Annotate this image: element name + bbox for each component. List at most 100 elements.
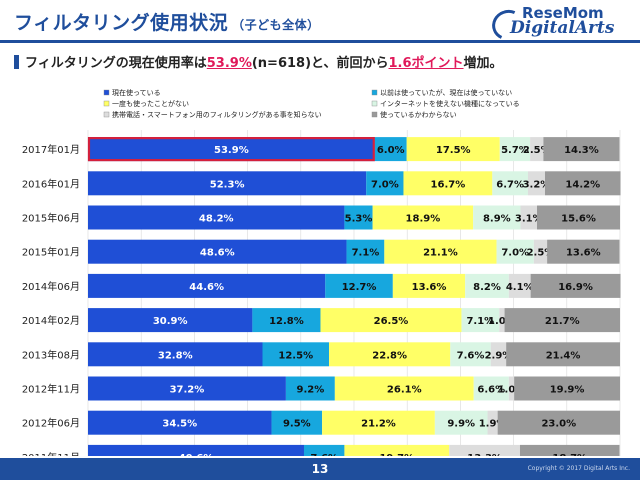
bar-segment-4-6 [547, 239, 620, 264]
bar-segment-6-3 [320, 308, 462, 333]
legend-label-3: 一度も使ったことがない [112, 99, 189, 108]
data-label-7-1: 32.8% [158, 350, 193, 361]
data-label-1-1: 53.9% [214, 145, 249, 156]
data-label-10-1: 40.6% [179, 453, 214, 456]
bar-segment-8-6 [514, 376, 620, 401]
bar-segment-1-1 [88, 137, 375, 162]
headline-highlight-rate: 53.9% [206, 56, 252, 71]
logo-bottom-text: DigitalArts [510, 18, 615, 38]
data-label-6-5: 1.0% [488, 316, 516, 327]
data-label-1-4: 5.7% [501, 145, 529, 156]
data-label-4-2: 7.1% [352, 248, 380, 259]
bar-segment-9-1 [88, 410, 272, 435]
data-label-1-5: 2.5% [523, 145, 551, 156]
data-label-9-4: 9.9% [447, 419, 475, 430]
bar-segment-1-5 [530, 137, 544, 162]
data-label-9-6: 23.0% [541, 419, 576, 430]
bar-segment-3-5 [520, 205, 538, 230]
data-label-1-6: 14.3% [564, 145, 599, 156]
headline-marker-icon [14, 55, 19, 69]
data-label-5-3: 13.6% [412, 282, 447, 293]
data-label-9-2: 9.5% [283, 419, 311, 430]
data-label-1-2: 6.0% [377, 145, 405, 156]
headline-highlight-change: 1.6ポイント [388, 56, 464, 71]
bar-segment-5-6 [530, 273, 621, 298]
legend-swatch-4 [371, 100, 378, 107]
bar-segment-6-5 [499, 308, 505, 333]
legend-swatch-2 [371, 89, 378, 96]
bar-segment-4-4 [496, 239, 534, 264]
bar-segment-2-5 [527, 171, 545, 196]
data-label-9-1: 34.5% [162, 419, 197, 430]
data-label-2-6: 14.2% [565, 179, 600, 190]
bar-segment-9-6 [497, 410, 620, 435]
bar-segment-7-6 [506, 342, 620, 367]
bar-segment-4-1 [88, 239, 347, 264]
bar-segment-3-4 [473, 205, 521, 230]
category-label-10: 2011年11月 [22, 451, 80, 456]
slide-title: フィルタリング使用状況 （子ども全体） [14, 12, 320, 34]
bar-segment-3-6 [537, 205, 620, 230]
legend-swatch-6 [371, 111, 378, 118]
legend-label-4: インターネットを使えない機種になっている [380, 99, 520, 108]
data-label-6-4: 7.1% [466, 316, 494, 327]
data-label-1-3: 17.5% [436, 145, 471, 156]
data-label-6-6: 21.7% [545, 316, 580, 327]
bar-segment-8-4 [473, 376, 509, 401]
copyright: Copyright © 2017 Digital Arts Inc. [527, 465, 630, 472]
bar-segment-7-4 [450, 342, 491, 367]
data-label-2-2: 7.0% [371, 179, 399, 190]
bar-segment-2-3 [403, 171, 493, 196]
bar-segment-4-3 [384, 239, 497, 264]
bar-segment-10-6 [519, 444, 620, 456]
bar-segment-4-2 [346, 239, 385, 264]
logo-top-text: ReseMom [522, 4, 604, 22]
bar-segment-2-4 [492, 171, 528, 196]
category-label-9: 2012年06月 [22, 417, 80, 430]
bar-segment-4-5 [533, 239, 548, 264]
bar-segment-3-1 [88, 205, 345, 230]
bar-segment-10-2 [303, 444, 345, 456]
bar-segment-1-3 [406, 137, 500, 162]
bar-segment-10-5 [449, 444, 520, 456]
data-label-8-6: 19.9% [550, 385, 585, 396]
bar-segment-3-3 [372, 205, 474, 230]
bar-segment-8-1 [88, 376, 286, 401]
data-label-3-1: 48.2% [199, 214, 234, 225]
headline: フィルタリングの現在使用率は53.9%(n=618)と、前回から1.6ポイント増… [14, 52, 503, 71]
header-divider [0, 40, 640, 43]
bar-segment-7-5 [490, 342, 507, 367]
bar-segment-9-3 [322, 410, 435, 435]
data-label-3-3: 18.9% [406, 214, 441, 225]
bar-segment-3-2 [344, 205, 373, 230]
category-label-6: 2014年02月 [22, 314, 80, 327]
data-label-2-4: 6.7% [496, 179, 524, 190]
bar-segment-5-4 [465, 273, 509, 298]
data-label-2-5: 3.2% [523, 179, 551, 190]
bar-segment-8-3 [334, 376, 474, 401]
bar-segment-5-5 [508, 273, 531, 298]
data-label-7-6: 21.4% [546, 350, 581, 361]
category-label-1: 2017年01月 [22, 143, 80, 156]
data-label-3-4: 8.9% [483, 214, 511, 225]
bar-segment-6-4 [461, 308, 500, 333]
data-label-8-2: 9.2% [297, 385, 325, 396]
bar-segment-1-2 [374, 137, 407, 162]
data-label-10-3: 19.7% [379, 453, 414, 456]
data-label-10-5: 13.3% [467, 453, 502, 456]
bar-segment-6-2 [252, 308, 321, 333]
category-label-7: 2013年08月 [22, 348, 80, 361]
data-label-2-1: 52.3% [210, 179, 245, 190]
bar-segment-8-5 [508, 376, 515, 401]
data-label-7-5: 2.9% [485, 350, 513, 361]
category-label-5: 2014年06月 [22, 280, 80, 293]
bar-segment-6-6 [504, 308, 620, 333]
legend-label-5: 携帯電話・スマートフォン用のフィルタリングがある事を知らない [112, 110, 322, 119]
slide-header: フィルタリング使用状況 （子ども全体） ReseMom DigitalArts [0, 0, 640, 45]
data-label-6-3: 26.5% [374, 316, 409, 327]
bar-segment-1-4 [499, 137, 531, 162]
data-label-4-1: 48.6% [200, 248, 235, 259]
data-label-6-1: 30.9% [153, 316, 188, 327]
category-label-3: 2015年06月 [22, 212, 80, 225]
